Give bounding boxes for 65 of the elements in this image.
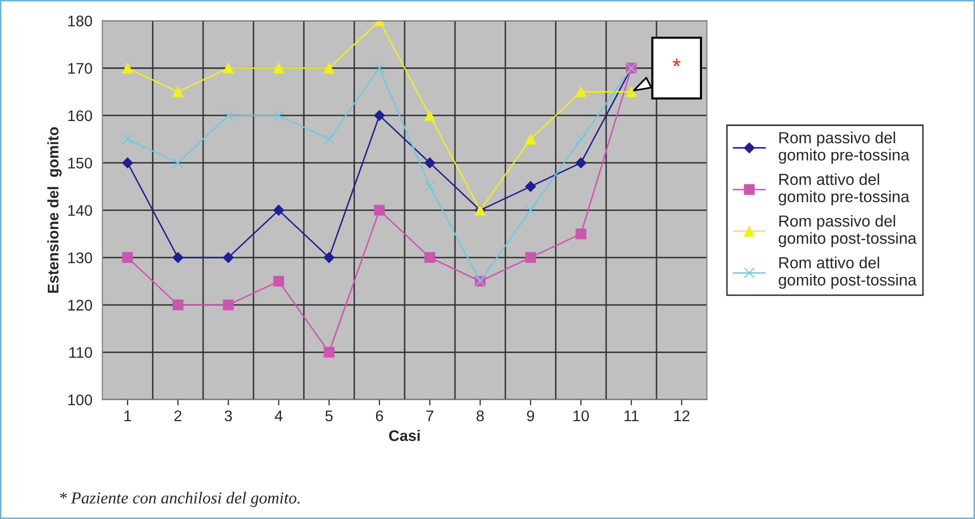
point <box>273 204 284 216</box>
y-tick-label: 180 <box>68 16 92 26</box>
x-tick-label: 4 <box>274 410 282 422</box>
y-tick-label: 100 <box>68 394 92 406</box>
x-tick-label: 1 <box>124 410 132 422</box>
point <box>576 157 586 168</box>
point <box>424 157 436 168</box>
x-tick-label: 6 <box>376 410 384 422</box>
point <box>525 204 536 216</box>
legend-label: Rom passivo del gomito pre-tossina <box>778 132 910 164</box>
point <box>172 252 184 263</box>
point <box>374 62 385 74</box>
point <box>122 62 133 74</box>
y-tick-label: 170 <box>68 62 92 74</box>
text: * Paziente con anchilosi del gomito. <box>60 492 300 507</box>
x-tick-label: 7 <box>426 410 434 422</box>
point <box>324 346 334 358</box>
point <box>576 134 586 145</box>
point <box>172 86 184 98</box>
x-tick-label: 11 <box>624 410 638 422</box>
x-tick-label: 2 <box>174 410 182 422</box>
y-tick-label: 160 <box>68 110 92 122</box>
x-tick-label: 10 <box>574 410 589 422</box>
point <box>324 62 334 74</box>
point <box>324 252 334 263</box>
point <box>424 252 436 263</box>
point <box>222 252 234 263</box>
annotation: * <box>672 58 681 66</box>
point <box>626 86 637 98</box>
point <box>374 110 385 121</box>
point <box>122 157 133 168</box>
point <box>222 62 234 74</box>
point <box>222 110 234 121</box>
x-tick-label: 12 <box>674 410 690 422</box>
x-tick-label: 9 <box>527 410 534 422</box>
y-tick-label: 150 <box>68 158 92 169</box>
point <box>122 252 133 263</box>
x-tick-label: 8 <box>476 410 484 422</box>
point <box>324 134 334 145</box>
point <box>525 181 536 192</box>
point <box>424 110 436 121</box>
x-tick-label: 3 <box>224 410 232 422</box>
point <box>374 204 385 216</box>
y-tick-label: 120 <box>68 300 92 311</box>
point <box>525 252 536 263</box>
y-tick-label: 110 <box>69 347 92 358</box>
point <box>122 134 133 145</box>
legend-label: Rom passivo del gomito post-tossina <box>778 214 917 248</box>
point <box>222 300 234 310</box>
point <box>424 181 436 192</box>
x-axis-title: Casi <box>389 430 420 442</box>
point <box>273 110 284 121</box>
point <box>525 134 536 145</box>
point <box>172 300 184 310</box>
y-tick-label: 140 <box>68 205 92 216</box>
point <box>273 62 284 74</box>
point <box>576 86 586 98</box>
point <box>172 157 184 168</box>
y-axis-title: Estensione del gomito <box>47 127 62 293</box>
point <box>273 276 284 287</box>
y-tick-label: 130 <box>68 252 92 264</box>
legend-label: Rom attivo del gomito pre-tossina <box>778 173 910 206</box>
legend-label: Rom attivo del gomito post-tossina <box>778 256 917 289</box>
point <box>576 228 586 240</box>
x-tick-label: 5 <box>325 410 333 422</box>
